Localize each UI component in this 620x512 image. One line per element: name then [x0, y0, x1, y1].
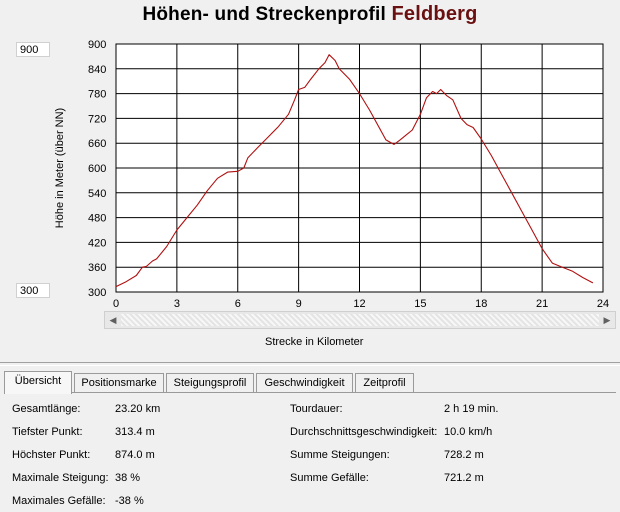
profile-title-name: Feldberg [391, 3, 478, 25]
y-tick-label: 660 [88, 138, 106, 150]
stat-value-tourdauer: 2 h 19 min. [444, 403, 499, 415]
y-tick-label: 900 [88, 39, 106, 51]
stat-value-gesamtlaenge: 23.20 km [115, 403, 161, 415]
stat-label-max-steigung: Maximale Steigung: [12, 472, 109, 484]
y-tick-label: 540 [88, 188, 106, 200]
tab-zeitprofil[interactable]: Zeitprofil [355, 373, 414, 392]
scroll-right-icon[interactable]: ▶ [603, 315, 611, 325]
stat-value-durchschnitt: 10.0 km/h [444, 426, 493, 438]
x-tick-label: 21 [536, 298, 548, 310]
stat-label-tiefster-punkt: Tiefster Punkt: [12, 426, 83, 438]
x-tick-label: 24 [597, 298, 609, 310]
scale-min-field[interactable]: 300 [16, 283, 50, 298]
stat-value-hoechster-punkt: 874.0 m [115, 449, 155, 461]
stat-label-max-gefaelle: Maximales Gefälle: [12, 495, 106, 507]
x-tick-label: 9 [296, 298, 302, 310]
y-tick-label: 600 [88, 163, 106, 175]
y-tick-label: 480 [88, 213, 106, 225]
stat-value-summe-steigungen: 728.2 m [444, 449, 484, 461]
overview-panel [4, 392, 616, 512]
y-tick-label: 360 [88, 262, 106, 274]
scale-max-field[interactable]: 900 [16, 42, 50, 57]
profile-title-prefix: Höhen- und Streckenprofil [142, 4, 387, 25]
tab-steigungsprofil[interactable]: Steigungsprofil [166, 373, 254, 392]
scroll-left-icon[interactable]: ◀ [109, 315, 117, 325]
x-tick-label: 0 [113, 298, 119, 310]
profile-title: Höhen- und Streckenprofil Feldberg [0, 3, 620, 26]
stat-value-max-gefaelle: -38 % [115, 495, 144, 507]
y-tick-label: 300 [88, 287, 106, 299]
stat-value-summe-gefaelle: 721.2 m [444, 472, 484, 484]
stat-label-summe-steigungen: Summe Steigungen: [290, 449, 390, 461]
y-tick-label: 720 [88, 113, 106, 125]
y-tick-label: 780 [88, 89, 106, 101]
x-tick-label: 18 [475, 298, 487, 310]
y-tick-label: 420 [88, 237, 106, 249]
stat-label-gesamtlaenge: Gesamtlänge: [12, 403, 81, 415]
elevation-line [115, 54, 594, 288]
scroll-track[interactable] [121, 314, 599, 326]
y-tick-label: 840 [88, 64, 106, 76]
section-divider [0, 362, 620, 366]
x-tick-label: 3 [174, 298, 180, 310]
tab-uebersicht[interactable]: Übersicht [4, 371, 72, 394]
stat-label-tourdauer: Tourdauer: [290, 403, 343, 415]
x-tick-label: 15 [414, 298, 426, 310]
x-tick-label: 6 [235, 298, 241, 310]
tab-positionsmarke[interactable]: Positionsmarke [74, 373, 164, 392]
stat-value-max-steigung: 38 % [115, 472, 141, 484]
x-axis-label: Strecke in Kilometer [265, 336, 364, 348]
tab-geschwindigkeit[interactable]: Geschwindigkeit [256, 373, 353, 392]
stat-value-tiefster-punkt: 313.4 m [115, 426, 155, 438]
chart-scrollbar[interactable]: ◀ ▶ [104, 311, 616, 329]
x-tick-label: 12 [353, 298, 365, 310]
elevation-chart: 0 3 6 9 12 15 18 21 24 900 840 780 720 660 600 540 480 42… [54, 39, 609, 310]
y-axis-label: Höhe in Meter (über NN) [54, 108, 66, 228]
stat-label-hoechster-punkt: Höchster Punkt: [12, 449, 91, 461]
stat-label-summe-gefaelle: Summe Gefälle: [290, 472, 369, 484]
stat-label-durchschnitt: Durchschnittsgeschwindigkeit: [290, 426, 438, 438]
